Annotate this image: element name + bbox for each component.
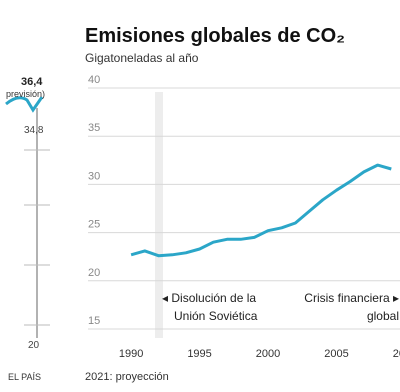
- annotation: Crisis financiera ▸: [304, 291, 399, 305]
- event-band: [155, 92, 163, 338]
- note: 2021: proyección: [85, 371, 169, 383]
- y-tick-label: 15: [88, 315, 100, 327]
- x-tick-label: 2000: [256, 348, 280, 360]
- chart-title: Emisiones globales de CO₂: [85, 25, 345, 47]
- data-line: [130, 163, 392, 258]
- y-tick-label: 35: [88, 122, 100, 134]
- side-label: 34,8: [24, 125, 44, 136]
- chart-subtitle: Gigatoneladas al año: [85, 51, 199, 65]
- source: EL PAÍS: [8, 372, 41, 382]
- x-tick-label: 1995: [187, 348, 211, 360]
- y-tick-label: 25: [88, 219, 100, 231]
- side-label: previsión): [6, 89, 45, 99]
- x-tick-label: 2010: [393, 348, 400, 360]
- annotation: global: [367, 309, 399, 323]
- x-tick-label: 1990: [119, 348, 143, 360]
- annotation: ◂ Disolución de la: [162, 291, 256, 305]
- annotation: Unión Soviética: [174, 309, 258, 323]
- y-tick-label: 40: [88, 74, 100, 86]
- y-tick-label: 30: [88, 170, 100, 182]
- x-tick-label: 2005: [324, 348, 348, 360]
- side-tick-label: 20: [28, 340, 40, 351]
- side-label: 36,4: [21, 76, 43, 88]
- y-tick-label: 20: [88, 267, 100, 279]
- side-line: [5, 96, 44, 113]
